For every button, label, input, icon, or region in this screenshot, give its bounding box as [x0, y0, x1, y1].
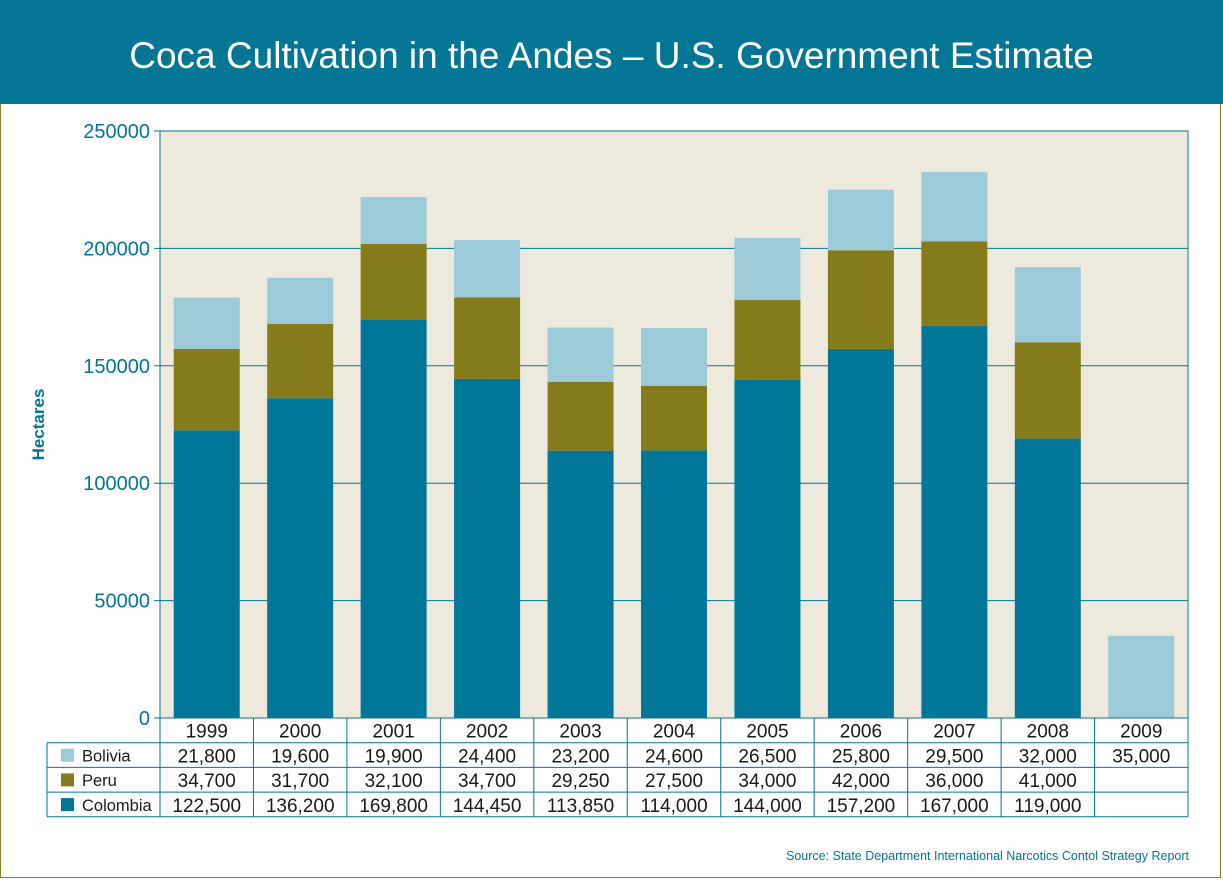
bar-colombia-2007 [921, 325, 988, 718]
data-label-colombia: 144,450 [453, 796, 522, 817]
bar-bolivia-2003 [547, 327, 614, 383]
data-label-bolivia: 24,400 [458, 746, 516, 767]
data-label-bolivia: 23,200 [551, 746, 609, 767]
x-tick-label: 2007 [933, 722, 975, 743]
data-label-bolivia: 35,000 [1112, 746, 1170, 767]
bar-peru-2001 [360, 243, 427, 320]
bar-colombia-2006 [827, 348, 894, 718]
data-label-colombia: 119,000 [1014, 796, 1081, 817]
bar-bolivia-2000 [267, 277, 334, 324]
data-label-peru: 32,100 [365, 771, 423, 792]
y-tick-label: 250000 [83, 121, 150, 143]
bar-bolivia-2008 [1014, 267, 1081, 343]
legend-label-peru: Peru [82, 772, 117, 790]
x-tick-label: 2000 [279, 722, 321, 743]
data-label-colombia: 114,000 [640, 796, 707, 817]
bar-peru-2008 [1014, 342, 1081, 439]
legend-swatch-bolivia [61, 748, 74, 762]
title-banner: Coca Cultivation in the Andes – U.S. Gov… [0, 0, 1223, 104]
source-note: Source: State Department International N… [786, 849, 1189, 863]
y-tick-label: 50000 [94, 591, 150, 613]
x-tick-label: 2001 [372, 722, 414, 743]
bar-colombia-2008 [1014, 438, 1081, 718]
bar-bolivia-2004 [641, 327, 707, 386]
data-label-colombia: 169,800 [359, 796, 428, 817]
data-label-colombia: 157,200 [827, 796, 896, 817]
bar-peru-1999 [173, 348, 240, 431]
data-label-bolivia: 32,000 [1019, 746, 1077, 767]
bar-bolivia-2006 [827, 189, 894, 251]
legend-label-colombia: Colombia [82, 797, 153, 815]
y-axis-label: Hectares [29, 389, 48, 461]
data-label-bolivia: 19,600 [271, 746, 329, 767]
bar-colombia-2005 [734, 379, 801, 718]
data-label-peru: 34,700 [458, 771, 516, 792]
y-tick-label: 100000 [83, 473, 150, 495]
x-tick-label: 2005 [746, 722, 788, 743]
chart-title: Coca Cultivation in the Andes – U.S. Gov… [129, 35, 1094, 76]
x-tick-label: 1999 [186, 722, 228, 743]
y-tick-label: 150000 [83, 356, 150, 378]
bar-peru-2002 [454, 297, 521, 379]
data-label-peru: 41,000 [1019, 771, 1077, 792]
y-tick-label: 200000 [83, 238, 150, 260]
data-label-peru: 29,250 [551, 771, 609, 792]
x-tick-label: 2004 [653, 722, 696, 743]
data-label-bolivia: 25,800 [832, 746, 890, 767]
bar-peru-2006 [827, 250, 894, 349]
data-label-bolivia: 24,600 [645, 746, 703, 767]
bar-bolivia-2002 [454, 240, 521, 298]
x-tick-label: 2003 [559, 722, 601, 743]
y-tick-label: 0 [139, 708, 150, 730]
x-tick-label: 2009 [1120, 722, 1162, 743]
data-label-colombia: 113,850 [547, 796, 614, 817]
data-label-peru: 27,500 [645, 771, 703, 792]
bar-bolivia-2007 [921, 172, 988, 242]
data-label-bolivia: 26,500 [738, 746, 796, 767]
data-label-bolivia: 19,900 [365, 746, 423, 767]
bar-peru-2000 [267, 323, 334, 399]
data-label-peru: 42,000 [832, 771, 890, 792]
bar-bolivia-2005 [734, 237, 801, 301]
bar-colombia-1999 [173, 430, 240, 718]
bar-bolivia-1999 [173, 297, 240, 349]
bar-peru-2003 [547, 382, 614, 451]
data-label-peru: 34,700 [178, 771, 236, 792]
data-label-peru: 34,000 [738, 771, 796, 792]
data-label-colombia: 136,200 [266, 796, 335, 817]
data-label-colombia: 167,000 [920, 796, 989, 817]
bar-peru-2004 [641, 385, 707, 451]
bar-bolivia-2009 [1108, 635, 1175, 718]
bar-colombia-2002 [454, 378, 521, 718]
legend-swatch-colombia [61, 798, 74, 812]
bar-bolivia-2001 [360, 197, 427, 244]
bar-peru-2007 [921, 241, 988, 326]
bar-colombia-2003 [547, 450, 614, 718]
bar-colombia-2000 [267, 398, 334, 718]
x-tick-label: 2002 [466, 722, 508, 743]
bar-colombia-2004 [641, 450, 707, 718]
legend-swatch-peru [61, 773, 74, 787]
legend-label-bolivia: Bolivia [82, 747, 131, 765]
x-tick-label: 2008 [1027, 722, 1069, 743]
data-label-bolivia: 21,800 [178, 746, 236, 767]
data-label-peru: 36,000 [925, 771, 983, 792]
bar-colombia-2001 [360, 319, 427, 718]
bar-peru-2005 [734, 300, 801, 380]
data-label-peru: 31,700 [271, 771, 329, 792]
data-label-bolivia: 29,500 [925, 746, 983, 767]
data-label-colombia: 122,500 [172, 796, 241, 817]
x-tick-label: 2006 [840, 722, 882, 743]
data-label-colombia: 144,000 [733, 796, 802, 817]
